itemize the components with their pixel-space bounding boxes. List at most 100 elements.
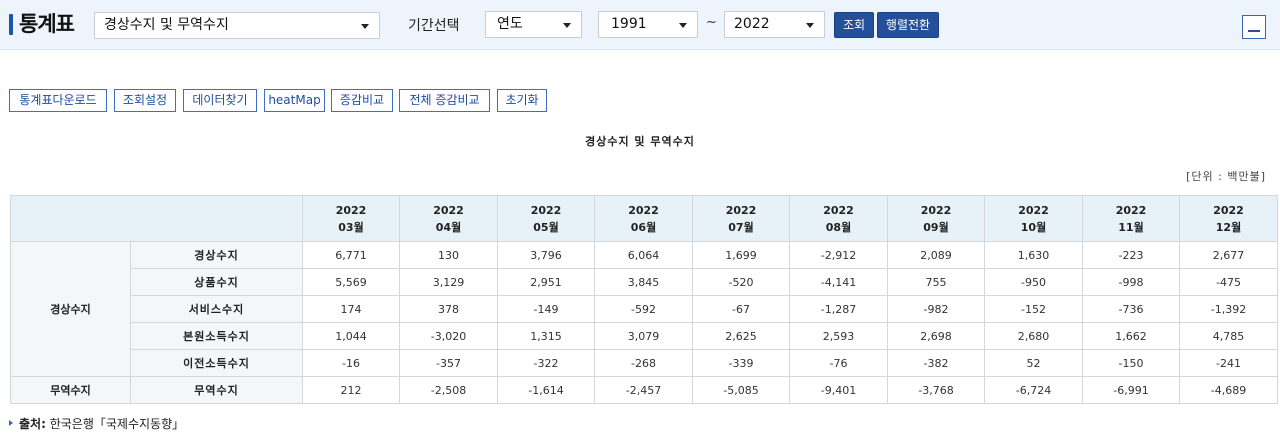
table-cell: -3,768 [887,376,985,404]
table-cell: -982 [887,295,985,323]
title-marker [9,14,13,35]
range-separator: ~ [706,15,717,30]
column-year: 2022 [1018,203,1049,217]
table-cell: 6,771 [302,241,400,269]
row-label: 서비스수지 [130,295,303,323]
table-cell: 1,044 [302,322,400,350]
table-cell: -2,457 [594,376,693,404]
heatmap-button[interactable]: heatMap [264,89,325,112]
collapse-button[interactable] [1242,15,1266,39]
column-header: 2022 07월 [692,195,790,242]
column-year: 2022 [1213,203,1244,217]
table-cell: 755 [887,268,985,296]
table-row: 무역수지 무역수지 212 -2,508 -1,614 -2,457 -5,08… [10,376,1278,404]
column-month: 06월 [630,220,657,234]
column-year: 2022 [628,203,659,217]
table-cell: 1,315 [497,322,595,350]
column-header: 2022 10월 [984,195,1083,242]
source-label: 출처: [19,417,46,431]
caret-down-icon [361,24,369,29]
end-year-value: 2022 [734,16,770,32]
table-cell: -5,085 [692,376,790,404]
row-label: 상품수지 [130,268,303,296]
find-data-button[interactable]: 데이터찾기 [183,89,257,112]
start-year-select[interactable]: 1991 [598,11,698,38]
column-year: 2022 [823,203,854,217]
table-cell: -322 [497,349,595,377]
row-label: 무역수지 [130,376,303,404]
compare-all-change-button[interactable]: 전체 증감비교 [399,89,490,112]
column-month: 09월 [923,220,949,234]
table-cell: 4,785 [1179,322,1278,350]
table-cell: 3,079 [594,322,693,350]
table-cell: -16 [302,349,400,377]
row-label: 본원소득수지 [130,322,303,350]
table-cell: 3,129 [399,268,498,296]
row-label: 경상수지 [130,241,303,269]
table-cell: 1,630 [984,241,1083,269]
period-type-select[interactable]: 연도 [485,11,582,38]
table-cell: -475 [1179,268,1278,296]
table-cell: 3,845 [594,268,693,296]
table-row: 상품수지 5,569 3,129 2,951 3,845 -520 -4,141… [11,268,1278,296]
end-year-select[interactable]: 2022 [724,11,825,38]
header-corner [10,195,303,242]
table-cell: 378 [399,295,498,323]
table-cell: -268 [594,349,693,377]
reset-button[interactable]: 초기화 [497,89,547,112]
table-cell: 174 [302,295,400,323]
table-cell: 3,796 [497,241,595,269]
column-year: 2022 [335,203,367,217]
column-header: 2022 09월 [887,195,985,242]
source-text: 한국은행「국제수지동향」 [49,417,185,431]
column-month: 11월 [1118,220,1144,234]
table-cell: -520 [692,268,790,296]
table-cell: 6,064 [594,241,693,269]
table-cell: 5,569 [302,268,400,296]
compare-change-button[interactable]: 증감비교 [331,89,393,112]
start-year-value: 1991 [611,16,647,32]
query-settings-button[interactable]: 조회설정 [114,89,176,112]
table-cell: -950 [984,268,1083,296]
group-label: 무역수지 [10,376,131,404]
column-month: 12월 [1215,220,1242,234]
table-cell: 2,089 [887,241,985,269]
table-cell: -149 [497,295,595,323]
group-label: 경상수지 [10,241,131,377]
table-cell: -76 [789,349,888,377]
table-cell: -3,020 [399,322,498,350]
table-row: 경상수지 경상수지 6,771 130 3,796 6,064 1,699 -2… [10,241,1278,377]
table-cell: -152 [984,295,1083,323]
column-header: 2022 05월 [497,195,595,242]
table-cell: -4,141 [789,268,888,296]
table-cell: 2,593 [789,322,888,350]
table-cell: 212 [302,376,400,404]
table-cell: -339 [692,349,790,377]
query-button[interactable]: 조회 [834,12,874,38]
column-header: 2022 12월 [1179,195,1278,242]
column-header: 2022 06월 [594,195,693,242]
column-month: 08월 [825,220,852,234]
minus-icon [1248,30,1260,32]
table-cell: 130 [399,241,498,269]
column-header: 2022 03월 [302,195,400,242]
stat-select[interactable]: 경상수지 및 무역수지 [94,12,380,39]
table-cell: 1,662 [1082,322,1180,350]
table-row: 본원소득수지 1,044 -3,020 1,315 3,079 2,625 2,… [11,322,1278,350]
header-row: 2022 03월 2022 04월 2022 05월 2022 06월 2022 07월 … [10,195,1278,242]
column-year: 2022 [1115,203,1147,217]
table-cell: 2,625 [692,322,790,350]
column-year: 2022 [920,203,952,217]
page-title: 통계표 [19,12,75,36]
transpose-button[interactable]: 행렬전환 [877,12,939,38]
caret-down-icon [563,23,571,28]
table-cell: -150 [1082,349,1180,377]
column-year: 2022 [725,203,757,217]
column-month: 03월 [338,220,364,234]
bullet-icon [9,420,13,426]
table-cell: -1,392 [1179,295,1278,323]
period-type-value: 연도 [497,16,523,32]
table-row: 이전소득수지 -16 -357 -322 -268 -339 -76 -382 … [11,349,1278,377]
table-cell: -2,912 [789,241,888,269]
download-table-button[interactable]: 통계표다운로드 [9,89,107,112]
